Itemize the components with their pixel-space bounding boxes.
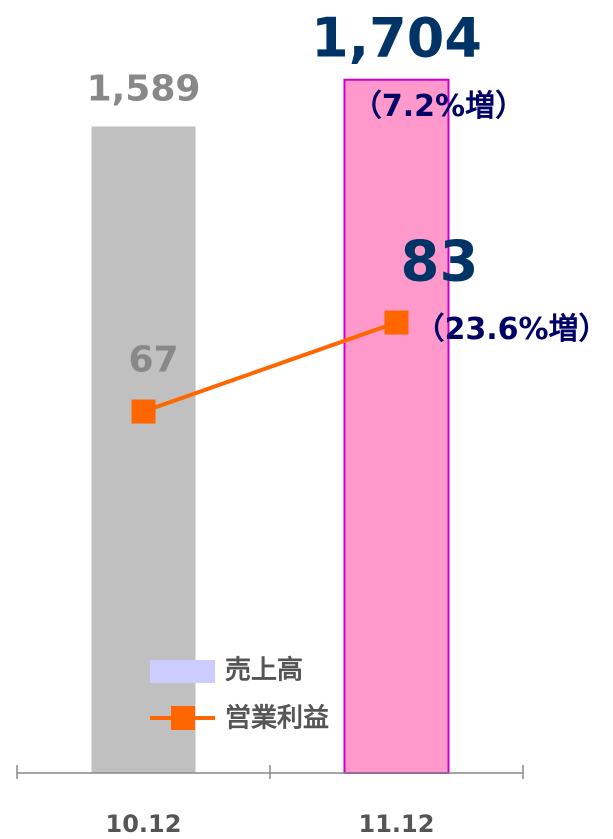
- bar-value-label: 1,704: [311, 6, 482, 69]
- line-value-label: 83: [401, 230, 479, 295]
- x-tick-label: 11.12: [359, 810, 435, 838]
- x-tick-label: 10.12: [106, 810, 182, 838]
- legend-label: 売上高: [225, 655, 303, 686]
- legend-swatch: [150, 660, 215, 683]
- bar-value-label: 1,589: [87, 69, 201, 110]
- bar: [343, 78, 450, 775]
- legend-marker: [171, 706, 195, 730]
- change-label: （23.6%増）: [414, 312, 608, 347]
- line-marker: [131, 399, 156, 424]
- change-label: （7.2%増）: [352, 89, 525, 124]
- line-value-label: 67: [128, 340, 178, 381]
- line: [142, 320, 398, 414]
- legend-label: 営業利益: [225, 704, 329, 734]
- line-marker: [384, 310, 409, 335]
